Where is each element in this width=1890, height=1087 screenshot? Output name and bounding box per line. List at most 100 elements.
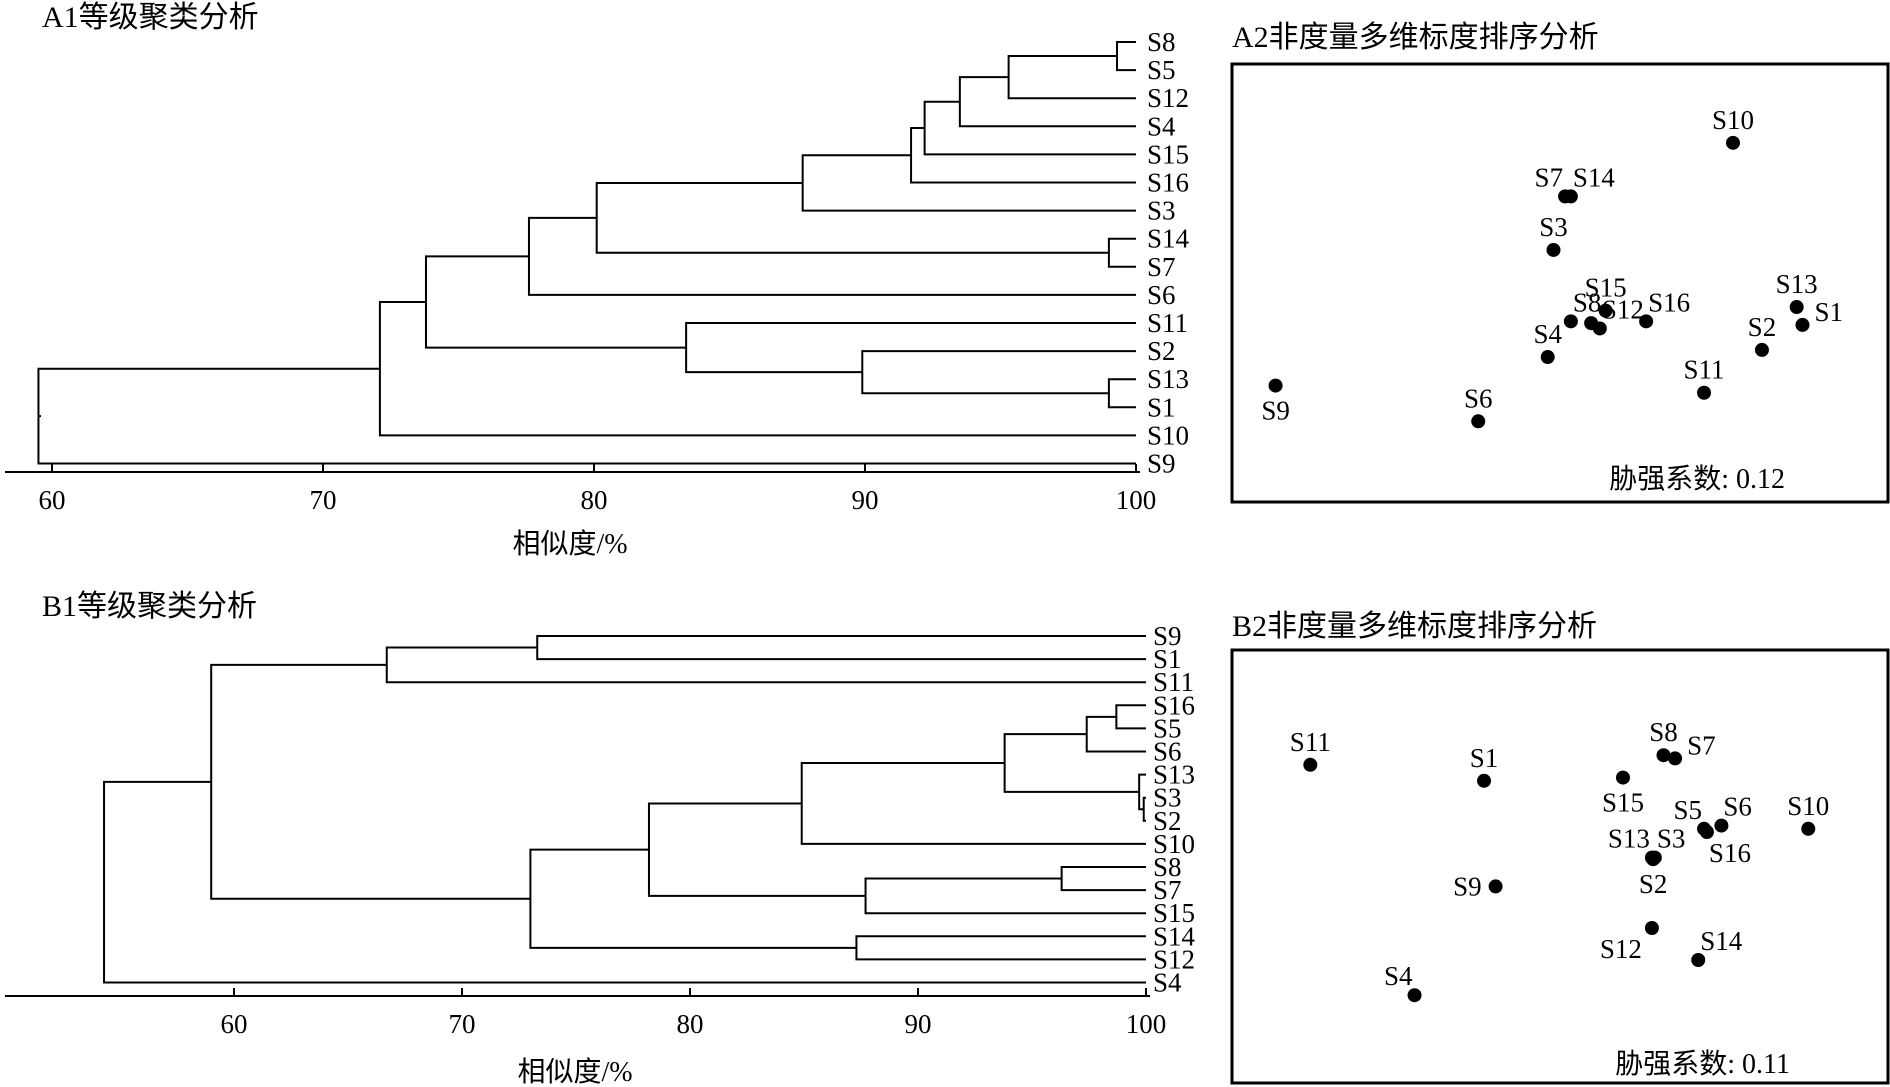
point-label: S13 — [1776, 269, 1818, 299]
x-tick-label: 80 — [677, 1009, 704, 1039]
dendrogram-link — [1003, 733, 1140, 793]
point-S16 — [1639, 314, 1654, 329]
leaf-label: S4 — [1147, 111, 1176, 141]
point-label: S10 — [1787, 791, 1829, 821]
dendrogram-link — [1138, 773, 1146, 811]
point-S9 — [1268, 378, 1283, 393]
dendrogram-link — [378, 300, 1136, 437]
dendrogram-link — [685, 322, 1136, 374]
dendrogram-link — [527, 216, 1136, 296]
leaf-label: S9 — [1153, 621, 1182, 651]
dendrogram-link — [536, 635, 1146, 661]
point-label: S8 — [1649, 717, 1678, 747]
point-label: S7 — [1687, 730, 1716, 760]
leaf-label: S5 — [1153, 713, 1182, 743]
leaf-label: S1 — [1147, 392, 1176, 422]
plot-frame — [1230, 62, 1890, 504]
leaf-label: S2 — [1153, 806, 1182, 836]
dendrogram-link — [958, 76, 1136, 128]
point-label: S1 — [1470, 743, 1499, 773]
leaf-label: S12 — [1147, 83, 1189, 113]
point-S4 — [1407, 988, 1422, 1003]
dendrogram-link — [1107, 378, 1136, 409]
leaf-label: S11 — [1153, 667, 1194, 697]
leaf-label: S10 — [1147, 420, 1189, 450]
x-tick-label: 100 — [1116, 485, 1157, 515]
dendrogram-link — [800, 762, 1146, 845]
leaf-label: S15 — [1147, 139, 1189, 169]
dendrogram-link — [103, 780, 1146, 984]
leaf-label: S8 — [1153, 852, 1182, 882]
x-tick-label: 60 — [39, 485, 66, 515]
point-S8 — [1563, 314, 1578, 329]
chart-title: A1等级聚类分析 — [42, 1, 259, 34]
x-tick-label: 90 — [905, 1009, 932, 1039]
dendrogram-link — [1142, 796, 1146, 822]
point-S10 — [1725, 135, 1740, 150]
point-label: S12 — [1600, 934, 1642, 964]
dendrogram-link — [529, 848, 857, 949]
point-label: S12 — [1602, 294, 1644, 324]
point-label: S2 — [1639, 869, 1668, 899]
leaf-label: S8 — [1147, 27, 1176, 57]
x-tick-label: 70 — [310, 485, 337, 515]
point-label: S14 — [1700, 926, 1743, 956]
point-label: S6 — [1723, 792, 1752, 822]
leaf-label: S7 — [1147, 252, 1176, 282]
leaf-label: S11 — [1147, 308, 1188, 338]
dendrogram-link — [210, 663, 531, 900]
point-label: S13 — [1608, 824, 1650, 854]
dendrogram-link — [647, 802, 866, 897]
x-tick-label: 60 — [221, 1009, 248, 1039]
x-axis-title: 相似度/% — [517, 1056, 632, 1087]
dendrogram-link — [385, 646, 1146, 684]
point-label: S16 — [1709, 838, 1751, 868]
point-S12 — [1644, 921, 1659, 935]
point-S15 — [1598, 303, 1613, 318]
point-S6 — [1471, 414, 1486, 429]
point-label: S11 — [1684, 355, 1725, 385]
point-label: S7 — [1535, 162, 1564, 192]
dendrogram-link — [855, 935, 1146, 961]
leaf-label: S12 — [1153, 944, 1195, 974]
point-S2 — [1646, 852, 1661, 867]
dendrogram-link — [37, 367, 1136, 465]
leaf-label: S16 — [1147, 168, 1189, 198]
leaf-label: S14 — [1153, 921, 1196, 951]
point-S12 — [1592, 321, 1607, 336]
leaf-label: S6 — [1153, 737, 1182, 767]
point-label: S3 — [1539, 212, 1568, 242]
point-label: S10 — [1712, 105, 1754, 135]
x-tick-label: 70 — [449, 1009, 476, 1039]
leaf-label: S10 — [1153, 829, 1195, 859]
chart-title: B1等级聚类分析 — [42, 590, 257, 623]
point-S14 — [1691, 953, 1706, 967]
dendrogram-link — [1116, 41, 1136, 72]
stress-annotation: 胁强系数: 0.11 — [1615, 1048, 1790, 1080]
point-label: S15 — [1602, 788, 1644, 818]
plot-frame — [1230, 648, 1890, 1085]
point-S2 — [1754, 342, 1769, 357]
point-label: S11 — [1290, 727, 1331, 757]
chart-title: A2非度量多维标度排序分析 — [1232, 21, 1599, 54]
x-axis-title: 相似度/% — [512, 528, 627, 560]
leaf-label: S6 — [1147, 280, 1176, 310]
point-S8 — [1656, 748, 1671, 763]
point-label: S3 — [1657, 824, 1686, 854]
leaf-label: S4 — [1153, 968, 1182, 998]
point-label: S6 — [1464, 383, 1493, 413]
x-tick-label: 90 — [852, 485, 879, 515]
point-S1 — [1795, 317, 1810, 332]
point-S13 — [1789, 300, 1804, 315]
x-tick-label: 100 — [1126, 1009, 1167, 1039]
point-S9 — [1488, 879, 1503, 894]
leaf-label: S1 — [1153, 644, 1182, 674]
leaf-label: S13 — [1153, 760, 1195, 790]
point-label: S9 — [1453, 871, 1482, 901]
point-label: S14 — [1573, 162, 1616, 192]
dendrogram-2: B1等级聚类分析S9S1S11S16S5S6S13S3S2S10S8S7S15S… — [5, 590, 1196, 1087]
point-label: S1 — [1814, 297, 1843, 327]
